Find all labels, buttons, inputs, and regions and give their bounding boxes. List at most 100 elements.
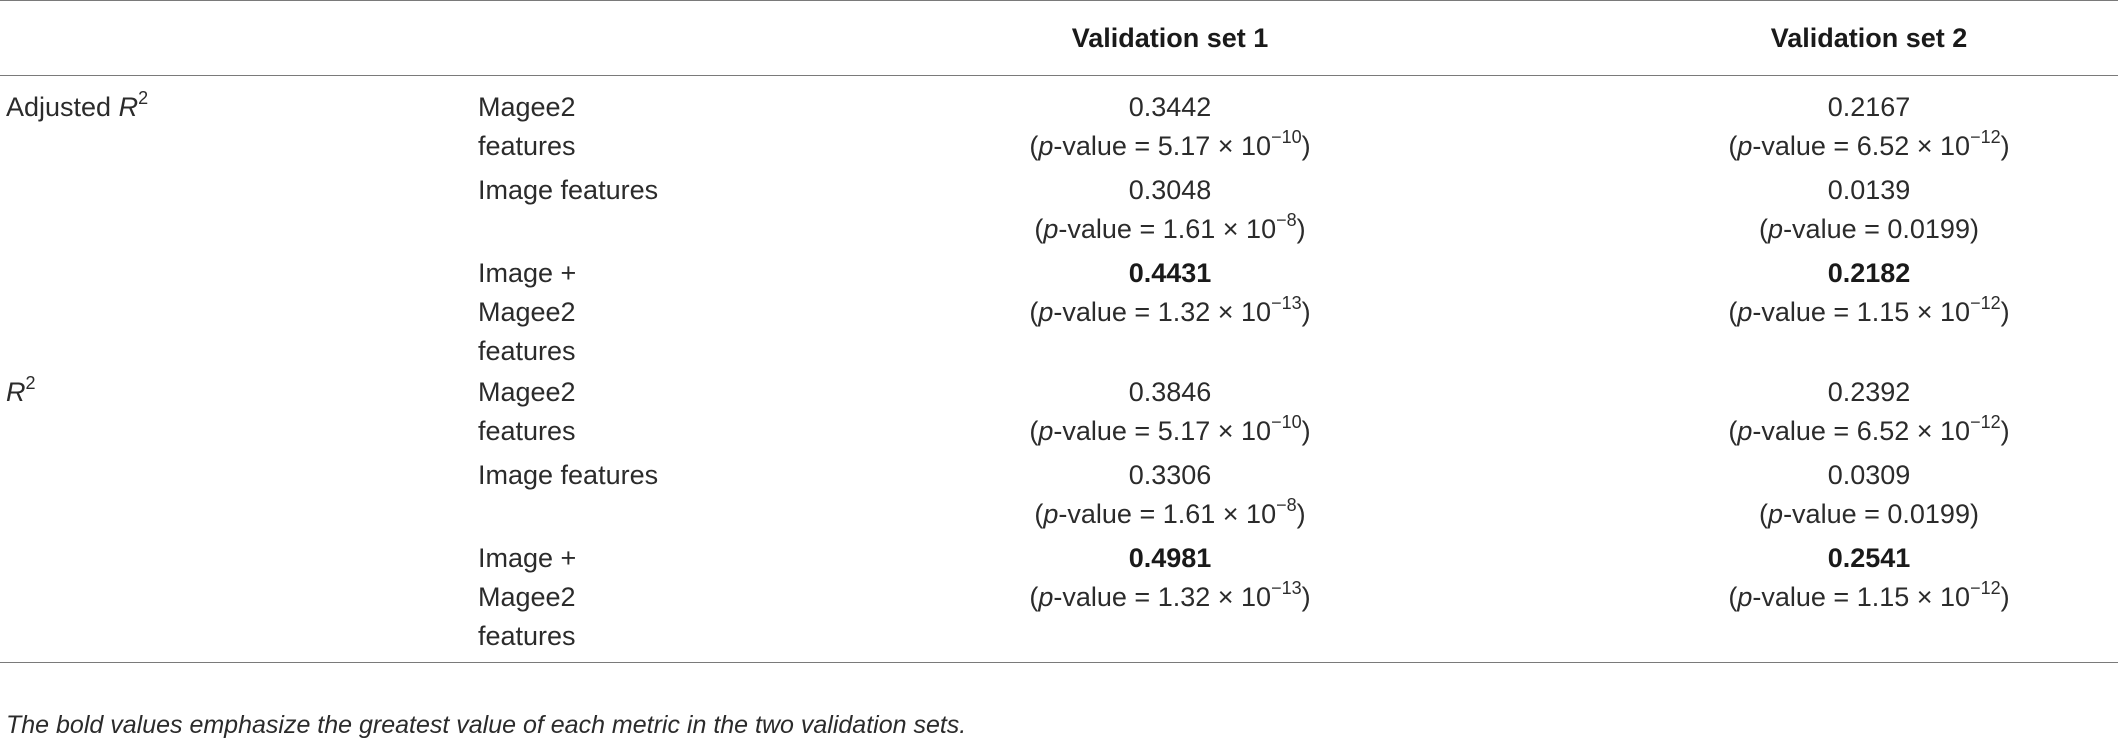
validation-set-2-cell: 0.0309 (p-value = 0.0199) [1420,451,2118,534]
validation-set-1-cell: 0.3442 (p-value = 5.17 × 10−10) [900,76,1420,167]
feature-label-line: Image features [478,460,659,490]
p-symbol: p [1038,131,1054,161]
header-row: Validation set 1 Validation set 2 [0,0,2118,76]
validation-set-1-cell: 0.4981 (p-value = 1.32 × 10−13) [900,534,1420,662]
p-value-text: (p-value = 1.15 × 10−12) [1728,293,2010,327]
metric-cell [0,249,470,371]
times-ten: × 10 [1909,131,1971,161]
p-symbol: p [1043,499,1059,529]
times-ten: × 10 [1210,297,1272,327]
times-ten: × 10 [1215,214,1277,244]
p-label: -value = [1058,214,1163,244]
metric-name: R [6,377,26,407]
p-value-text: (p-value = 1.15 × 10−12) [1728,578,2010,612]
p-value-text: (p-value = 5.17 × 10−10) [1029,127,1311,161]
times-ten: × 10 [1909,582,1971,612]
p-label: -value = [1783,214,1888,244]
p-value-mantissa: 1.32 [1157,297,1211,327]
p-value-text: (p-value = 1.61 × 10−8) [1034,210,1306,244]
metric-name: Adjusted R [6,92,139,122]
results-table-container: Validation set 1 Validation set 2 Adjust… [0,0,2118,663]
p-value-exponent: −12 [1970,293,2001,313]
table-row: Image + Magee2 features 0.4981 (p-value = 1.… [0,534,2118,662]
p-value-text: (p-value = 1.61 × 10−8) [1034,495,1306,529]
p-label: -value = [1752,416,1857,446]
metric-value: 0.3306 [1128,460,1212,490]
feature-label-line: Image + [478,258,577,288]
table-row: R2 Magee2 features 0.3846 (p-value = 5.17 × … [0,371,2118,451]
validation-set-1-cell: 0.3306 (p-value = 1.61 × 10−8) [900,451,1420,534]
p-symbol: p [1768,499,1784,529]
header-metric [0,0,470,76]
feature-label-line: Magee2 [478,582,576,612]
metric-superscript: 2 [25,373,36,393]
header-features [470,0,900,76]
feature-label-line: Magee2 [478,377,576,407]
p-value-exponent: −8 [1276,210,1297,230]
p-value-mantissa: 6.52 [1856,416,1910,446]
table-row: Image features 0.3306 (p-value = 1.61 × 10… [0,451,2118,534]
table-bottom-rule [0,662,2118,663]
feature-label-line: Image features [478,175,659,205]
p-label: -value = [1053,297,1158,327]
p-value-text: (p-value = 0.0199) [1759,499,1979,529]
p-value-exponent: −10 [1271,412,1302,432]
p-value-text: (p-value = 0.0199) [1759,214,1979,244]
metric-cell [0,534,470,662]
p-label: -value = [1053,582,1158,612]
validation-set-1-cell: 0.4431 (p-value = 1.32 × 10−13) [900,249,1420,371]
p-label: -value = [1752,297,1857,327]
times-ten: × 10 [1210,582,1272,612]
feature-label-line: Magee2 [478,297,576,327]
p-value-exponent: −12 [1970,127,2001,147]
p-value-text: (p-value = 6.52 × 10−12) [1728,127,2010,161]
validation-set-2-cell: 0.2167 (p-value = 6.52 × 10−12) [1420,76,2118,167]
p-symbol: p [1043,214,1059,244]
metric-value: 0.3048 [1128,175,1212,205]
validation-set-1-cell: 0.3048 (p-value = 1.61 × 10−8) [900,166,1420,249]
validation-set-1-cell: 0.3846 (p-value = 5.17 × 10−10) [900,371,1420,451]
feature-cell: Magee2 features [470,371,900,451]
metric-cell [0,451,470,534]
metric-value: 0.2167 [1827,92,1911,122]
p-value-exponent: −12 [1970,578,2001,598]
validation-set-2-cell: 0.2392 (p-value = 6.52 × 10−12) [1420,371,2118,451]
p-symbol: p [1038,297,1054,327]
p-value-mantissa: 5.17 [1157,131,1211,161]
metric-superscript: 2 [138,88,149,108]
validation-set-2-cell: 0.2182 (p-value = 1.15 × 10−12) [1420,249,2118,371]
table-row: Image + Magee2 features 0.4431 (p-value = 1.… [0,249,2118,371]
p-symbol: p [1737,131,1753,161]
metric-value: 0.2182 [1827,258,1911,288]
metric-value: 0.4981 [1128,543,1212,573]
p-label: -value = [1783,499,1888,529]
metric-value: 0.3442 [1128,92,1212,122]
p-value-plain: 0.0199 [1887,214,1970,244]
metric-value: 0.4431 [1128,258,1212,288]
p-value-mantissa: 1.61 [1162,499,1216,529]
table-body: Adjusted R2 Magee2 features 0.3442 (p-value … [0,76,2118,663]
p-symbol: p [1737,582,1753,612]
metric-value: 0.2541 [1827,543,1911,573]
feature-label-line: features [478,416,576,446]
feature-label-line: features [478,621,576,651]
metric-cell: Adjusted R2 [0,76,470,167]
validation-set-2-cell: 0.2541 (p-value = 1.15 × 10−12) [1420,534,2118,662]
times-ten: × 10 [1909,297,1971,327]
table-header: Validation set 1 Validation set 2 [0,0,2118,76]
p-value-exponent: −10 [1271,127,1302,147]
metric-value: 0.0139 [1827,175,1911,205]
feature-label-line: features [478,131,576,161]
feature-cell: Image features [470,166,900,249]
metric-cell: R2 [0,371,470,451]
feature-cell: Magee2 features [470,76,900,167]
p-value-mantissa: 1.32 [1157,582,1211,612]
p-label: -value = [1752,131,1857,161]
feature-label-line: features [478,336,576,366]
p-value-exponent: −13 [1271,293,1302,313]
header-validation-set-1: Validation set 1 [900,0,1420,76]
p-symbol: p [1038,582,1054,612]
header-validation-set-2: Validation set 2 [1420,0,2118,76]
p-value-mantissa: 1.15 [1856,582,1910,612]
metric-value: 0.0309 [1827,460,1911,490]
